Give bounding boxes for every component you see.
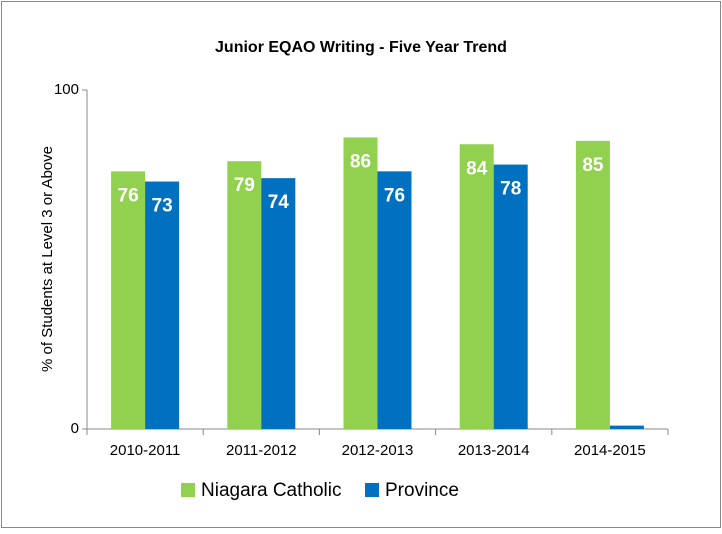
x-tick-label: 2012-2013 [342,442,414,459]
bar [111,171,146,430]
bar [145,181,180,429]
y-tick-label: 0 [71,420,79,437]
y-axis-label: % of Students at Level 3 or Above [39,146,56,372]
x-tick-label: 2011-2012 [226,442,297,459]
bar [609,425,644,429]
data-label: 86 [350,151,371,172]
x-tick-label: 2013-2014 [458,442,530,459]
bar [459,144,494,430]
bar [261,178,296,429]
x-tick-label: 2010-2011 [110,442,181,459]
data-label: 76 [118,185,139,206]
x-tick-label: 2014-2015 [574,442,646,459]
chart-title: Junior EQAO Writing - Five Year Trend [215,39,507,56]
y-tick-label: 100 [54,81,79,98]
data-label: 74 [268,192,290,213]
bar [227,161,262,429]
bar [343,137,378,429]
bar [493,164,528,429]
legend-label: Niagara Catholic [201,480,341,501]
data-label: 79 [234,175,255,196]
data-label: 85 [582,155,604,176]
data-label: 78 [500,179,521,200]
legend-label: Province [385,480,459,501]
data-label: 73 [152,196,173,217]
legend-swatch [365,483,379,497]
data-label: 84 [466,158,488,179]
legend-swatch [181,483,195,497]
bar [377,171,412,430]
bar [575,140,610,429]
data-label: 76 [384,185,405,206]
